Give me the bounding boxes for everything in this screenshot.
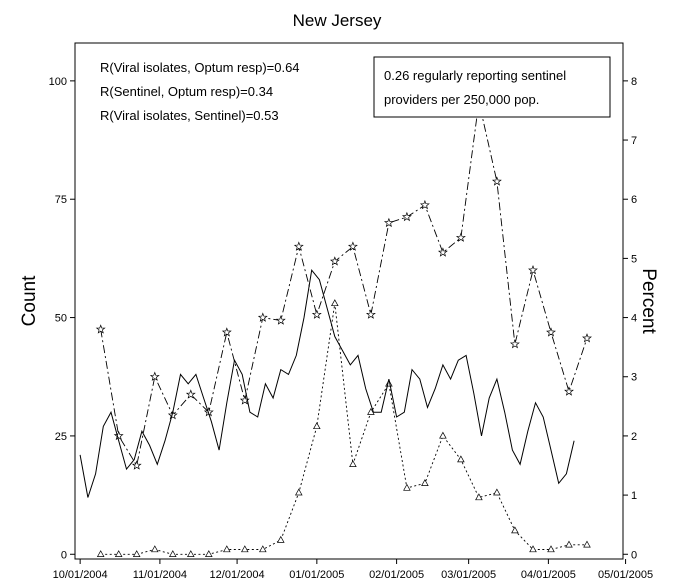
triangle-marker [403,483,411,491]
triangle-marker [277,535,285,543]
star-marker [509,339,520,349]
star-marker [257,312,268,322]
triangle-marker [439,431,447,439]
triangle-marker [223,545,231,553]
triangle-marker [457,455,465,463]
correlation-annotation-2: R(Sentinel, Optum resp)=0.34 [100,84,273,99]
y2-tick-label: 8 [631,76,637,88]
triangle-marker [493,488,501,496]
plot-frame [74,42,624,560]
x-tick-label: 04/01/2005 [521,569,576,581]
y-tick-label: 25 [55,431,67,443]
info-box-line-2: providers per 250,000 pop. [384,92,539,107]
triangle-marker [295,488,303,496]
triangle-marker [169,550,177,557]
triangle-marker [511,526,519,534]
triangle-marker [421,479,429,486]
star-marker [546,327,556,337]
triangle-marker [205,550,213,557]
star-marker [528,265,538,275]
x-tick-label: 11/01/2004 [133,569,187,581]
star-marker [293,241,304,251]
x-tick-label: 10/01/2004 [53,569,108,581]
star-marker [347,241,358,251]
y2-tick-label: 5 [631,253,637,265]
star-marker [455,232,466,242]
y2-tick-label: 6 [631,194,637,206]
triangle-marker [565,540,573,548]
star-marker [564,386,574,396]
correlation-annotation-3: R(Viral isolates, Sentinel)=0.53 [100,108,279,123]
star-marker [419,199,430,210]
y2-tick-label: 7 [631,135,637,147]
y-tick-label: 0 [61,549,67,561]
star-marker [401,211,412,222]
star-marker [113,430,124,441]
star-marker [383,217,394,228]
star-marker [131,460,142,470]
star-marker [149,371,160,381]
triangle-marker [132,550,141,557]
y-tick-label: 75 [55,194,67,206]
info-box-line-1: 0.26 regularly reporting sentinel [384,68,566,83]
series-viral-isolates-line [100,303,587,555]
triangle-marker [583,540,591,548]
triangle-marker [367,407,375,415]
series-layer [79,96,592,557]
x-tick-label: 03/01/2005 [441,569,496,581]
y-tick-label: 50 [55,313,67,325]
y-axis-title: Count [19,275,40,326]
star-marker [329,256,340,266]
star-marker [365,309,376,319]
star-marker [185,389,196,399]
triangle-marker [349,460,357,467]
axis-ticks: 10/01/2004 11/01/2004 12/01/2004 01/01/2005… [49,76,653,581]
y2-tick-label: 4 [631,313,637,325]
triangle-marker [475,493,483,501]
triangle-marker [529,545,537,553]
y2-tick-label: 0 [631,549,637,561]
info-box [373,56,611,118]
chart-title: New Jersey [293,11,382,30]
triangle-marker [331,299,339,307]
star-marker [311,309,322,319]
x-tick-label: 02/01/2005 [369,569,424,581]
triangle-marker [96,550,105,557]
triangle-marker [259,545,267,553]
star-marker [437,247,448,257]
y-tick-label: 100 [49,76,67,88]
star-marker [491,176,502,186]
star-marker [275,315,286,325]
y2-axis-title: Percent [638,268,659,334]
triangle-marker [547,545,555,553]
y2-tick-label: 3 [631,372,637,384]
star-marker [95,324,106,334]
y2-tick-label: 2 [631,431,637,443]
triangle-marker [187,550,195,557]
triangle-marker [114,550,123,557]
x-tick-label: 05/01/2005 [598,569,653,581]
triangle-marker [313,422,321,430]
correlation-annotation-1: R(Viral isolates, Optum resp)=0.64 [100,60,300,75]
x-tick-label: 12/01/2004 [210,569,265,581]
series-optum-line [79,269,575,498]
star-marker [582,333,592,343]
star-marker [167,410,178,420]
y2-tick-label: 1 [631,490,637,502]
star-marker [239,395,250,405]
triangle-marker [151,545,159,553]
series-sentinel-line [100,101,588,467]
star-marker [221,327,232,337]
x-tick-label: 01/01/2005 [289,569,344,581]
triangle-marker [241,545,249,553]
